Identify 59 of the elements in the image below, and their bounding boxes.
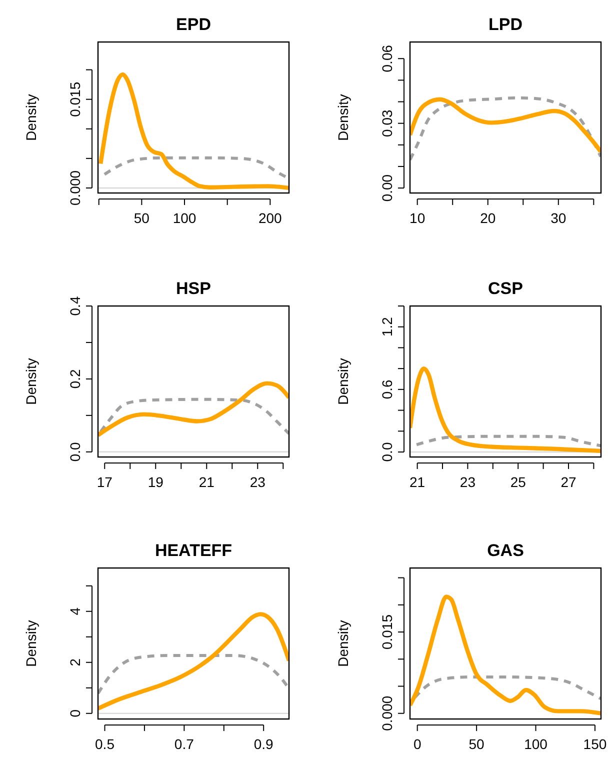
- y-tick-label: 0.4: [67, 296, 83, 316]
- line-series: [413, 676, 601, 700]
- x-tick-label: 0.5: [95, 736, 115, 752]
- y-axis-title: Density: [23, 620, 39, 667]
- x-tick-label: 19: [148, 474, 164, 490]
- chart-title: CSP: [488, 279, 523, 298]
- y-tick-label: 0.00: [379, 174, 395, 202]
- line-series: [98, 612, 289, 711]
- y-tick-label: 0.6: [379, 379, 395, 400]
- y-tick-label: 0.06: [379, 44, 395, 72]
- chart-title: EPD: [176, 15, 211, 34]
- y-axis-title: Density: [335, 358, 351, 405]
- line-series: [415, 434, 601, 448]
- y-axis-title: Density: [335, 620, 351, 667]
- x-tick-label: 0.9: [254, 736, 274, 752]
- line-series: [98, 654, 289, 695]
- line-series: [98, 72, 289, 190]
- y-tick-label: 2: [67, 658, 83, 666]
- x-tick-label: 150: [583, 736, 607, 752]
- x-tick-label: 200: [258, 210, 282, 226]
- x-tick-label: 27: [560, 474, 576, 490]
- line-series: [103, 156, 289, 180]
- y-tick-label: 0.015: [67, 82, 83, 117]
- x-tick-label: 100: [524, 736, 548, 752]
- x-tick-label: 50: [134, 210, 150, 226]
- y-axis-title: Density: [23, 94, 39, 141]
- x-tick-label: 17: [96, 474, 113, 490]
- x-tick-label: 10: [410, 210, 426, 226]
- y-axis-title: Density: [23, 358, 39, 405]
- y-tick-label: 4: [67, 607, 83, 616]
- x-tick-label: 23: [250, 474, 266, 490]
- chart-title: GAS: [487, 541, 524, 560]
- y-tick-label: 0.03: [379, 109, 395, 137]
- x-tick-label: 50: [468, 736, 485, 752]
- x-tick-label: 25: [510, 474, 526, 490]
- chart-title: HEATEFF: [154, 541, 232, 560]
- y-axis-title: Density: [335, 94, 351, 141]
- line-series: [410, 594, 601, 716]
- chart-title: LPD: [488, 15, 522, 34]
- x-tick-label: 0.7: [174, 736, 194, 752]
- y-tick-label: 0.2: [67, 369, 83, 389]
- y-tick-label: 0: [67, 709, 83, 718]
- y-tick-label: 0.000: [379, 696, 395, 731]
- x-tick-label: 100: [172, 210, 196, 226]
- y-tick-label: 0.0: [379, 442, 395, 462]
- y-tick-label: 0.0: [67, 442, 83, 462]
- x-tick-label: 21: [198, 474, 215, 490]
- y-tick-label: 0.015: [379, 614, 395, 650]
- x-tick-label: 20: [480, 210, 496, 226]
- y-tick-label: 1.2: [379, 316, 395, 337]
- line-series: [99, 398, 289, 436]
- x-tick-label: 23: [460, 474, 476, 490]
- x-tick-label: 30: [550, 210, 566, 226]
- x-tick-label: 21: [410, 474, 426, 490]
- y-tick-label: 0.000: [67, 170, 83, 206]
- chart-title: HSP: [176, 279, 211, 298]
- line-series: [410, 366, 601, 454]
- x-tick-label: 0: [413, 736, 422, 752]
- line-series: [98, 381, 289, 438]
